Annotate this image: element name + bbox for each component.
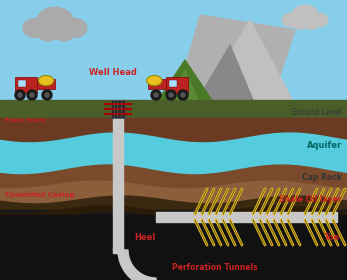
Bar [0, 118, 347, 143]
Text: Perforation Tunnels: Perforation Tunnels [172, 263, 258, 272]
Text: Well Head: Well Head [89, 68, 137, 77]
Polygon shape [155, 60, 215, 105]
Ellipse shape [292, 5, 318, 25]
Circle shape [151, 90, 161, 100]
Ellipse shape [23, 18, 48, 38]
Text: Cap Rock: Cap Rock [302, 174, 342, 183]
Ellipse shape [37, 7, 73, 34]
Polygon shape [0, 206, 347, 219]
Bar [166, 77, 188, 93]
Bar [0, 0, 347, 105]
Bar [37, 79, 55, 89]
Circle shape [181, 93, 185, 97]
Polygon shape [0, 133, 347, 175]
Circle shape [27, 90, 37, 100]
Ellipse shape [54, 26, 74, 41]
Ellipse shape [39, 76, 54, 86]
Ellipse shape [147, 76, 162, 86]
Bar [15, 77, 37, 93]
Polygon shape [170, 70, 200, 105]
Text: Heel: Heel [134, 232, 156, 241]
Text: Cemented Casing: Cemented Casing [5, 192, 75, 198]
Bar [0, 100, 347, 118]
Text: Aquifer: Aquifer [307, 141, 342, 150]
Text: Toe: Toe [324, 232, 340, 241]
Polygon shape [118, 250, 156, 280]
Bar [169, 80, 177, 87]
Ellipse shape [293, 18, 307, 29]
Bar [148, 79, 166, 89]
Bar [0, 215, 347, 280]
Circle shape [178, 90, 188, 100]
Polygon shape [0, 165, 347, 189]
Polygon shape [200, 20, 295, 105]
Text: Ground Level: Ground Level [291, 108, 342, 117]
Text: Shale Oil layer: Shale Oil layer [279, 195, 342, 204]
Bar [0, 118, 347, 140]
Circle shape [45, 93, 49, 97]
Polygon shape [175, 15, 295, 105]
Bar [113, 112, 123, 250]
Bar [0, 210, 347, 280]
Ellipse shape [304, 18, 319, 29]
Circle shape [42, 90, 52, 100]
Bar [113, 248, 123, 253]
Bar [111, 100, 125, 118]
Bar [156, 212, 337, 222]
Circle shape [154, 93, 158, 97]
Circle shape [30, 93, 34, 97]
Polygon shape [0, 196, 347, 219]
Ellipse shape [282, 13, 301, 27]
Bar [18, 80, 26, 87]
Ellipse shape [310, 13, 328, 27]
Text: Frack Truck: Frack Truck [5, 118, 45, 123]
Ellipse shape [62, 18, 87, 38]
Ellipse shape [38, 26, 58, 41]
Polygon shape [0, 181, 347, 204]
Polygon shape [195, 45, 255, 105]
Circle shape [18, 93, 22, 97]
Circle shape [15, 90, 25, 100]
Circle shape [169, 93, 173, 97]
Circle shape [166, 90, 176, 100]
